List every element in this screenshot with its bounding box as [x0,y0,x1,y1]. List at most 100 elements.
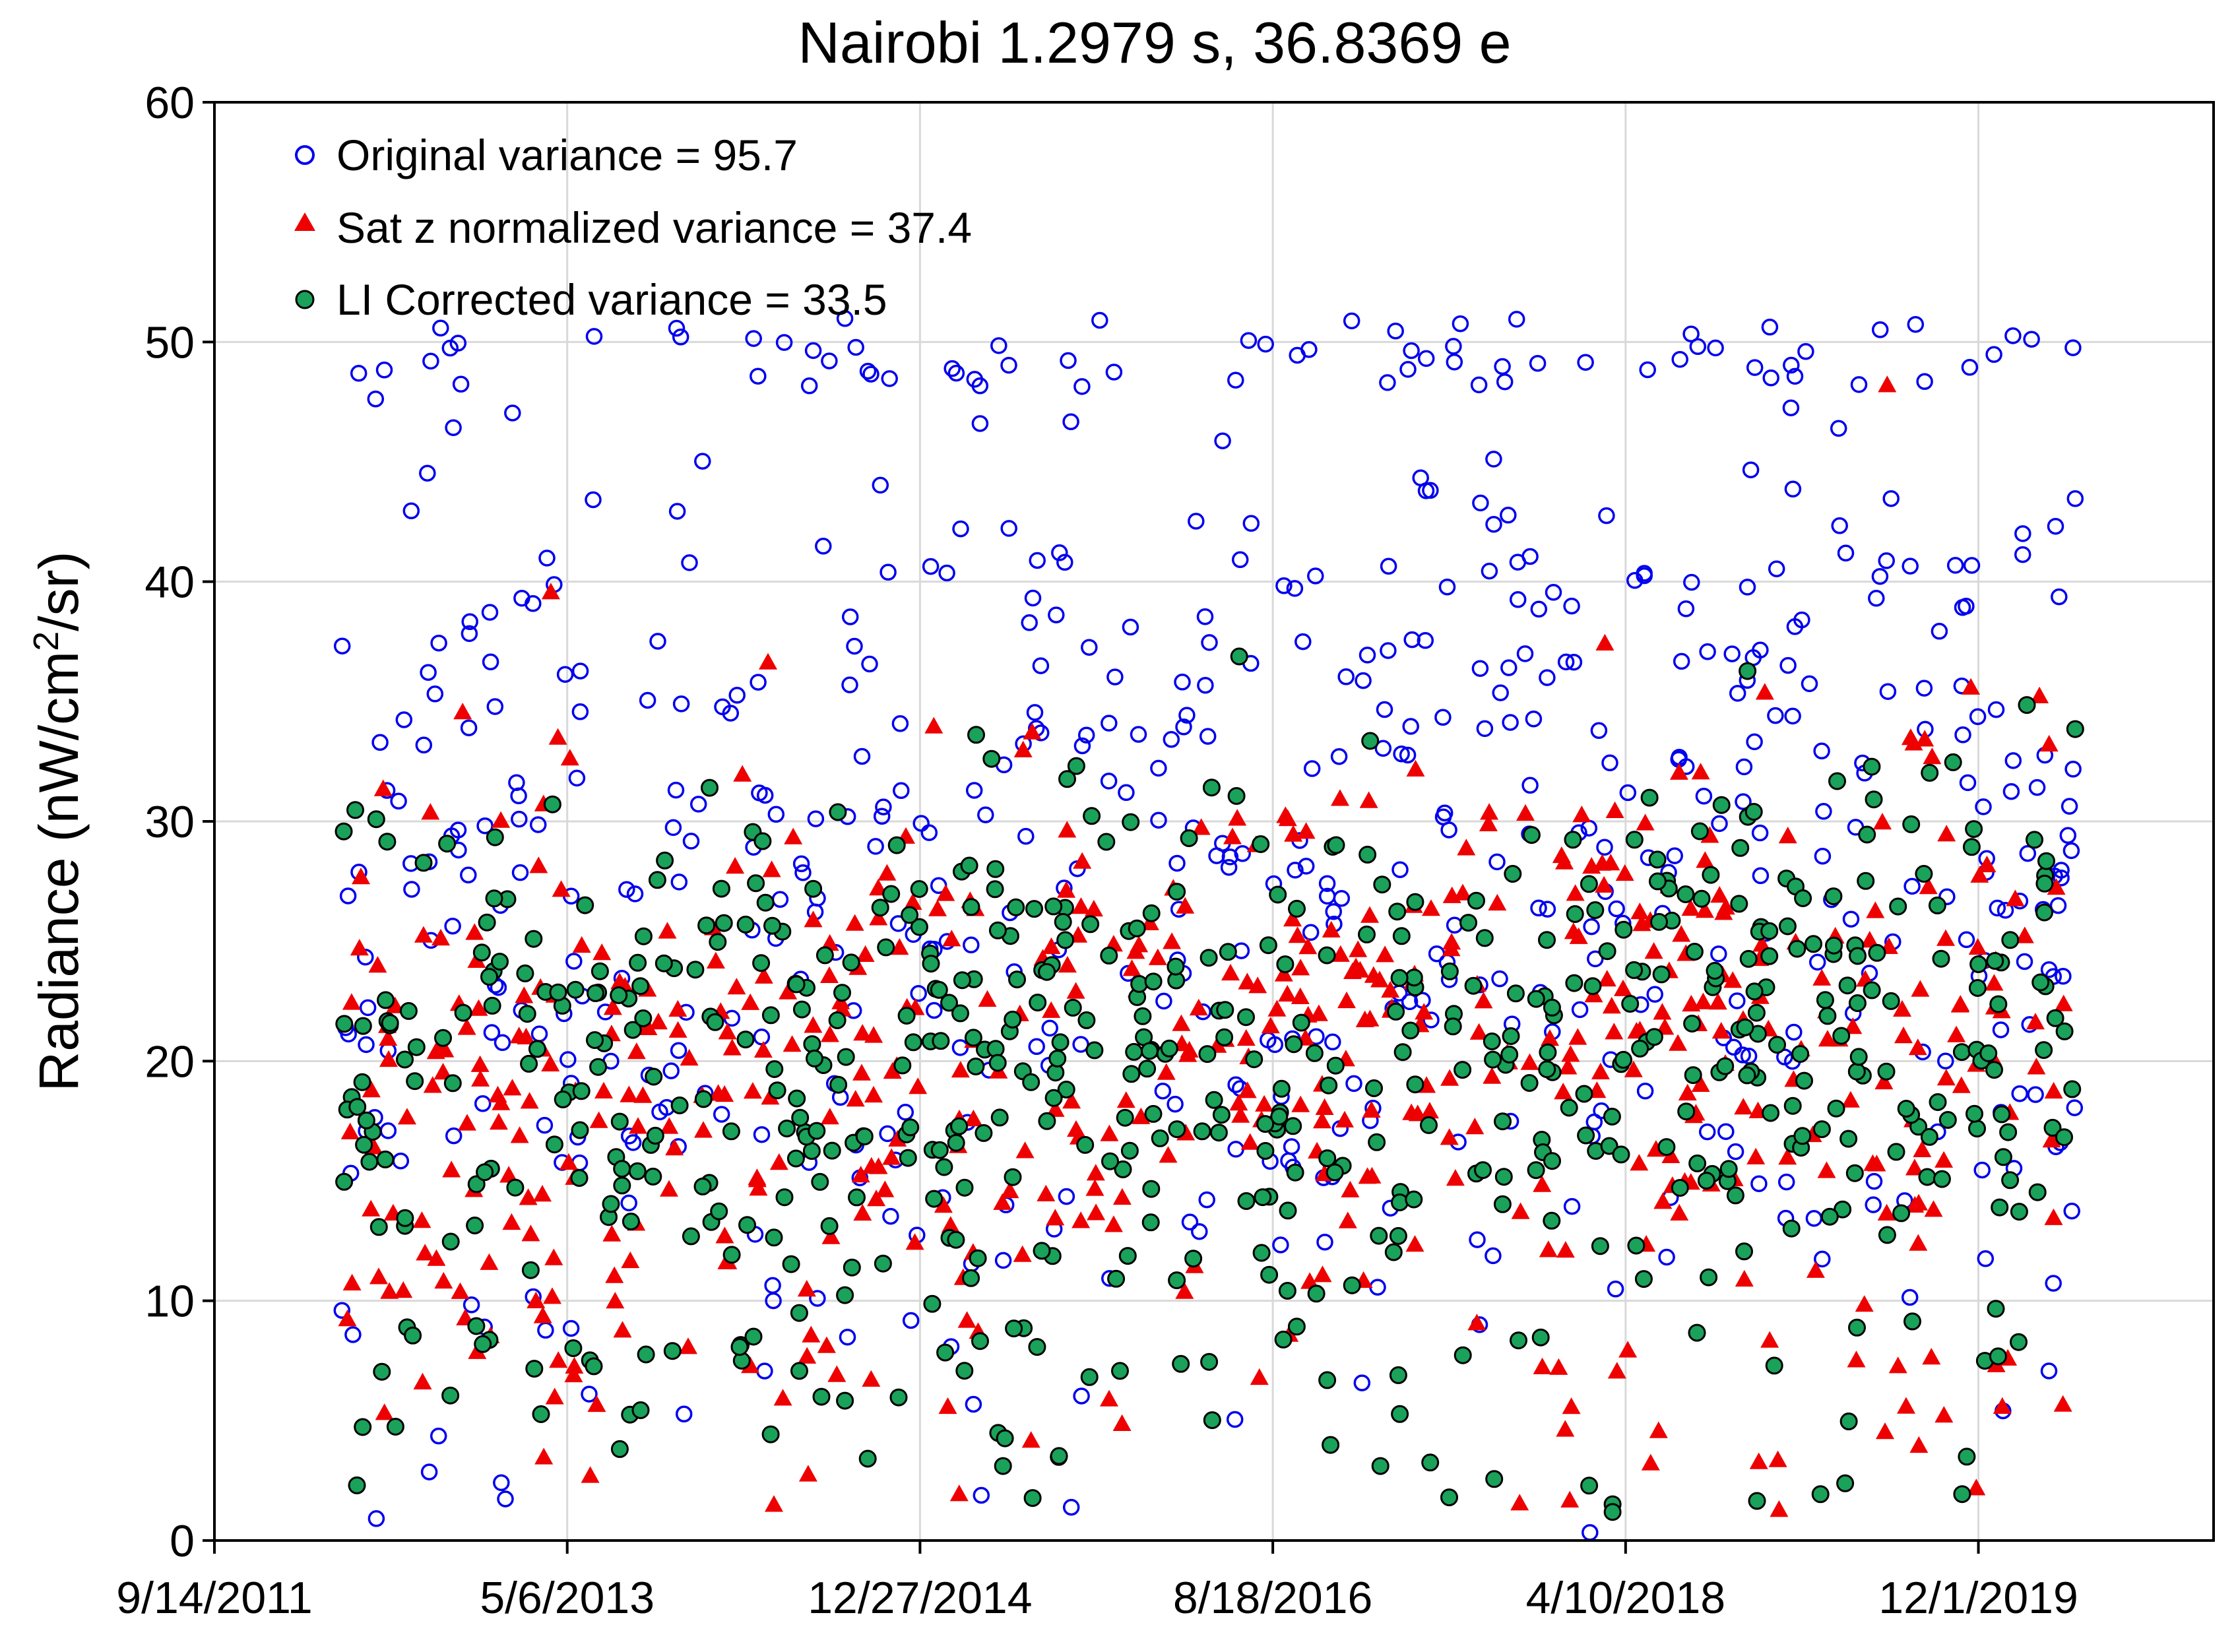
data-point [1561,1045,1580,1062]
data-point [663,1342,682,1360]
data-point [1805,935,1822,953]
data-point [1087,1203,1106,1221]
data-point [541,583,560,600]
data-point [1892,1204,1911,1223]
data-point [1022,1073,1040,1091]
data-point [1915,730,1934,747]
legend-marker-li [295,290,315,309]
data-point [516,964,534,982]
data-point [1719,1160,1738,1178]
data-point [639,691,656,709]
data-point [753,1126,771,1143]
data-point [1979,1044,1998,1062]
data-point [1355,672,1372,689]
data-point [1905,1159,1924,1176]
data-point [1227,787,1246,805]
data-point [1500,507,1517,524]
data-point [693,1177,712,1195]
data-point [1062,1092,1081,1109]
data-point [887,836,906,854]
data-point [414,926,433,943]
data-point [1511,1202,1530,1219]
data-point [1389,1226,1407,1245]
data-point [534,1447,554,1465]
data-point [1586,901,1605,919]
data-point [1815,803,1832,820]
data-point [1362,1100,1381,1118]
data-point [1931,623,1948,640]
data-point [1723,971,1742,988]
data-point [2055,1128,2073,1147]
data-point [1600,1137,1618,1155]
data-point [1044,897,1063,916]
y-axis-label: Radiance (nW/cm2/sr) [26,552,90,1092]
data-point [1863,981,1881,1000]
data-point [1238,1081,1257,1098]
data-point [848,1188,866,1207]
data-point [1150,811,1167,829]
x-axis-ticks: 9/14/2011 5/6/2013 12/27/2014 8/18/2016 4/10… [116,1541,2078,1623]
data-point [1488,893,1507,911]
data-point [1841,1091,1860,1108]
data-point [1734,1046,1751,1064]
data-point [1256,1115,1275,1133]
data-point [1343,1276,1361,1294]
data-point [1729,992,1746,1009]
data-point [1749,1452,1768,1469]
data-point [836,1286,854,1304]
data-point [1050,1447,1068,1465]
data-point [538,550,556,567]
data-point [1228,809,1247,826]
data-point [1024,589,1042,607]
data-point [1415,1003,1434,1020]
data-point [521,1261,540,1279]
data-point [1966,1104,1983,1123]
data-point [1897,1100,1915,1118]
data-point [1000,356,1017,374]
data-point [994,1252,1012,1269]
data-point [1297,858,1315,875]
data-point [1502,714,1519,731]
data-point [748,1170,767,1188]
data-point [891,715,909,732]
data-point [655,954,673,972]
data-point [1157,1063,1176,1080]
data-point [1558,1058,1578,1075]
data-point [1812,1120,1831,1139]
data-point [1469,1023,1488,1040]
data-point [480,968,498,986]
data-point [1831,517,1848,534]
data-point [620,1194,637,1212]
data-point [533,1306,552,1323]
data-point [765,1292,782,1310]
data-point [1168,1120,1186,1139]
data-point [348,1098,367,1116]
data-point [782,1255,800,1273]
data-point [1406,893,1424,911]
data-point [2055,967,2072,985]
data-point [768,1081,786,1100]
data-point [1871,567,1889,585]
data-point [338,1310,357,1327]
data-point [648,871,666,889]
data-point [953,971,971,990]
data-point [668,319,686,337]
data-point [1648,872,1667,891]
data-point [386,1418,404,1436]
data-point [1625,961,1644,979]
data-point [1598,507,1615,524]
data-point [1256,1142,1275,1160]
data-point [1698,1123,1716,1141]
data-point [1118,1247,1137,1265]
data-point [1440,1488,1458,1507]
data-point [1818,1007,1837,1025]
data-point [1908,1038,1927,1056]
data-point [395,711,413,728]
data-point [827,1365,847,1382]
data-point [1765,1356,1783,1375]
data-point [2019,844,2037,862]
data-point [1221,963,1240,981]
data-point [1521,777,1539,794]
data-point [1893,1000,1911,1017]
data-point [1529,354,1547,372]
